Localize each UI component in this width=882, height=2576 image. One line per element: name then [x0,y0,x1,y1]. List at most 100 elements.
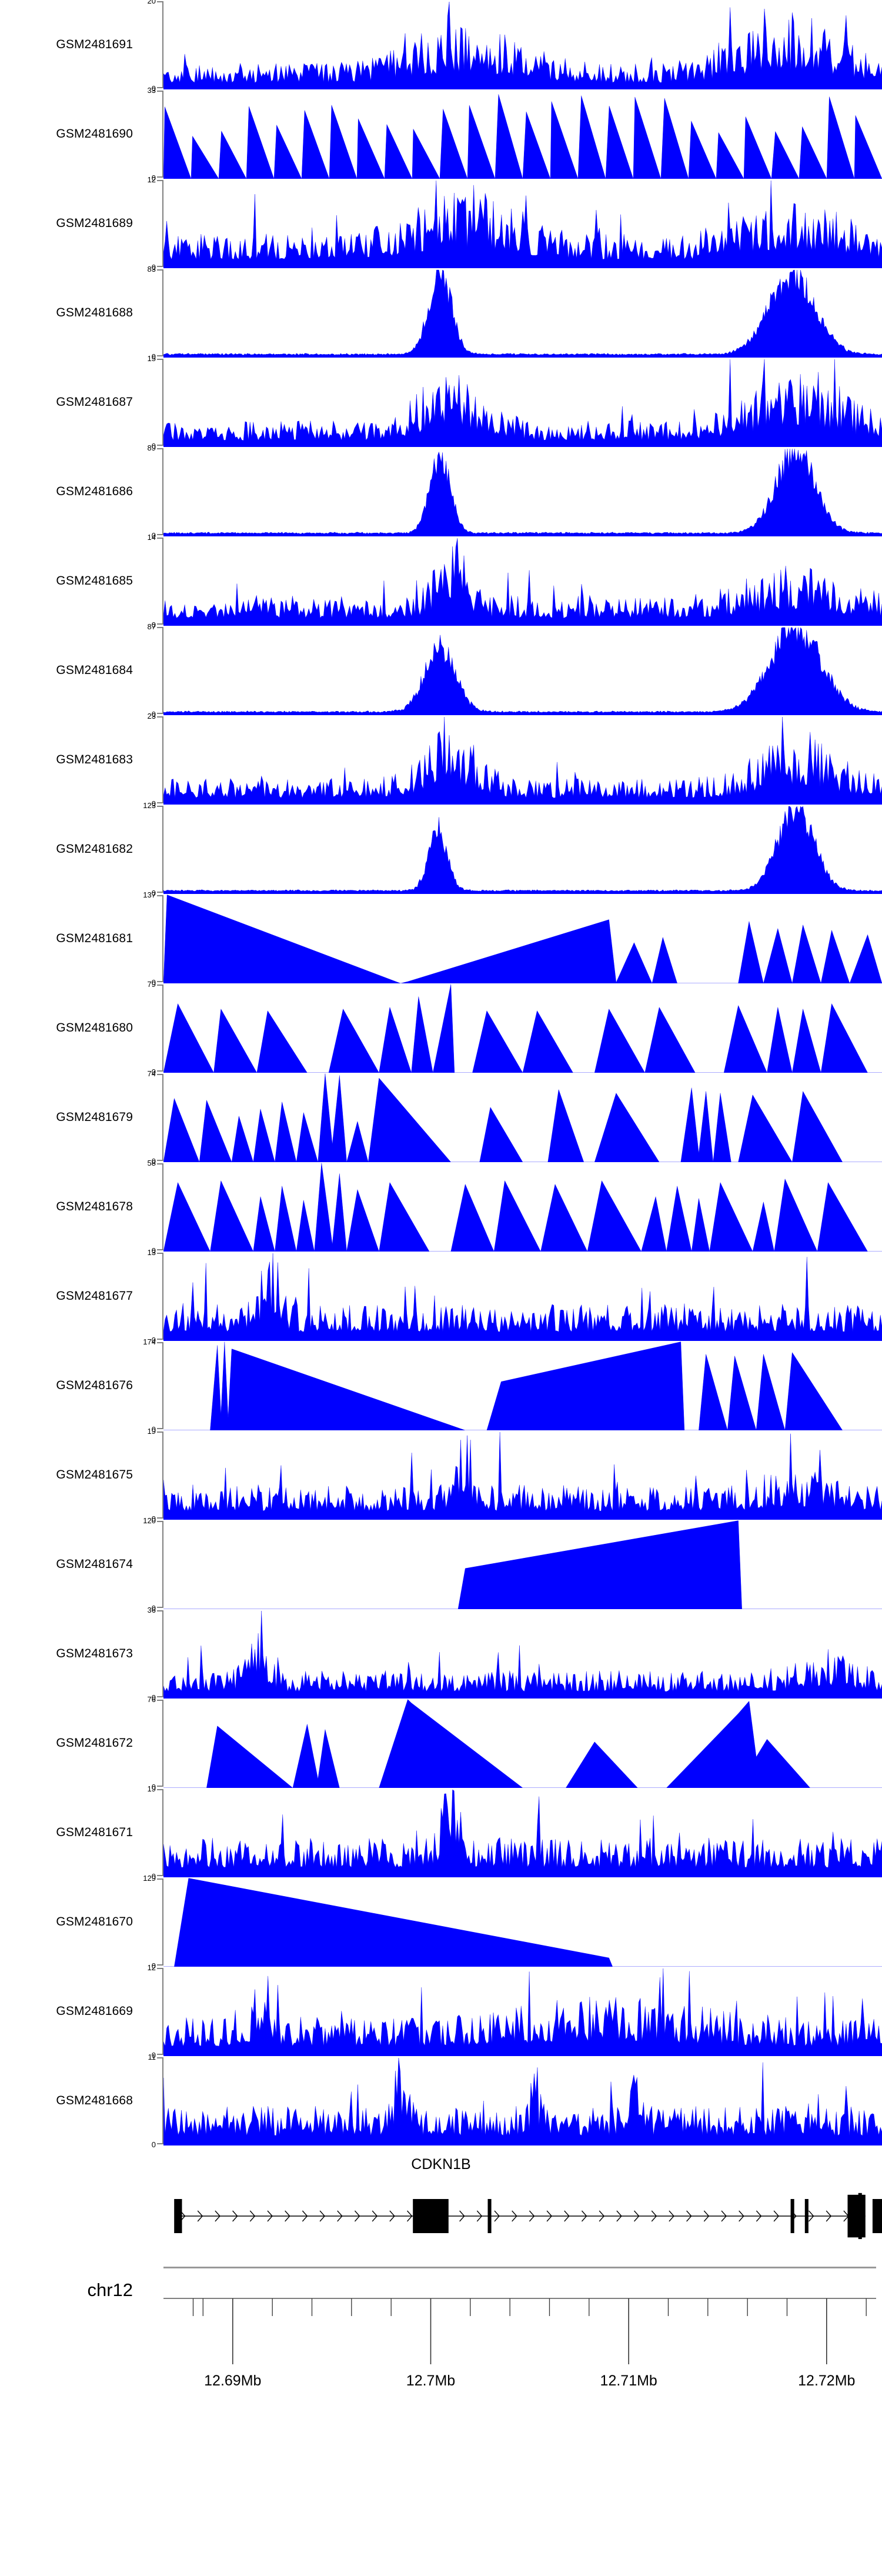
y-axis-tick-max [157,627,163,628]
gene-exon [872,2199,882,2233]
track-y-axis: 76 0 [139,1695,163,1791]
track-y-axis: 129 0 [139,1874,163,1970]
track-label-gsm2481681: GSM2481681 [56,932,133,945]
chromosome-label: chr12 [87,2280,133,2300]
y-axis-tick-zero [157,2054,163,2055]
y-axis-min-label: 0 [151,173,156,182]
strand-arrow [808,2210,814,2222]
strand-arrow [686,2210,692,2222]
track-label-gsm2481688: GSM2481688 [56,306,133,319]
coverage-area [163,181,882,268]
track-label-gsm2481680: GSM2481680 [56,1021,133,1035]
coverage-profile-svg [163,269,882,358]
coverage-track: GSM2481673 36 0 [0,1606,882,1701]
y-axis-tick-max [157,180,163,181]
y-axis-tick-max [157,1521,163,1522]
y-axis-spine [162,448,163,535]
axis-tick-label: 12.7Mb [406,2373,455,2389]
y-axis-max-label: 83 [147,265,156,273]
y-axis-spine [162,627,163,714]
strand-arrow [302,2210,308,2222]
track-y-axis: 23 0 [139,712,163,807]
y-axis-tick-max [157,1163,163,1164]
y-axis-tick-zero [157,802,163,803]
strand-arrow [285,2210,290,2222]
y-axis-min-label: 0 [151,2051,156,2060]
y-axis-tick-max [157,269,163,271]
strand-arrow [319,2210,326,2222]
track-plot-area [163,894,882,983]
strand-arrow [546,2210,553,2222]
y-axis-spine [162,1074,163,1161]
strand-arrow [739,2210,744,2222]
y-axis-spine [162,2057,163,2144]
y-axis-max-label: 120 [143,1516,156,1525]
track-label-gsm2481673: GSM2481673 [56,1647,133,1660]
strand-arrow [581,2210,587,2222]
coverage-track: GSM2481677 13 0 [0,1249,882,1344]
track-label-gsm2481685: GSM2481685 [56,574,133,588]
coverage-track: GSM2481688 83 0 [0,265,882,361]
axis-tick-label: 12.71Mb [600,2373,657,2389]
coverage-track: GSM2481682 123 0 [0,802,882,897]
gene-exon [804,2199,808,2233]
y-axis-max-label: 129 [143,1874,156,1883]
track-plot-area [163,1877,882,1967]
y-axis-tick-zero [157,1696,163,1697]
coverage-track: GSM2481687 15 0 [0,355,882,450]
y-axis-tick-max [157,1878,163,1880]
coverage-track: GSM2481686 89 0 [0,444,882,539]
coverage-track: GSM2481671 19 0 [0,1784,882,1881]
track-y-axis: 83 0 [139,265,163,361]
y-axis-min-label: 0 [151,1961,156,1970]
track-plot-area [163,1520,882,1609]
strand-arrow [756,2210,762,2222]
y-axis-tick-max [157,359,163,360]
coverage-area [163,1253,882,1341]
track-plot-area [163,1699,882,1788]
track-label-gsm2481691: GSM2481691 [56,38,133,51]
coverage-track: GSM2481672 76 0 [0,1695,882,1791]
y-axis-tick-zero [157,1160,163,1161]
track-plot-area [163,1341,882,1430]
y-axis-tick-max [157,806,163,807]
coverage-track: GSM2481689 12 0 [0,176,882,271]
strand-arrow [669,2210,674,2222]
track-label-gsm2481682: GSM2481682 [56,842,133,856]
y-axis-max-label: 19 [147,1427,156,1436]
coverage-area [163,1878,882,1967]
coverage-area [163,449,882,536]
coverage-track: GSM2481691 20 0 [0,0,882,92]
y-axis-max-label: 76 [147,1695,156,1704]
y-axis-min-label: 0 [151,1872,156,1881]
track-y-axis: 19 0 [139,1784,163,1881]
y-axis-tick-max [157,538,163,539]
strand-arrow [459,2210,465,2222]
coverage-tracks-container: GSM2481691 20 0 GSM2481690 33 0 GSM2481689 12 0 G… [0,0,882,2148]
track-y-axis: 36 0 [139,1606,163,1701]
y-axis-tick-zero [157,87,163,88]
coverage-track: GSM2481678 58 0 [0,1159,882,1254]
track-label-gsm2481686: GSM2481686 [56,485,133,498]
coverage-profile-svg [163,359,882,447]
track-plot-area [163,268,882,358]
strand-arrow [721,2210,727,2222]
strand-arrow [512,2210,517,2222]
y-axis-max-label: 19 [147,1784,156,1793]
y-axis-min-label: 0 [151,1604,156,1613]
strand-arrow [215,2210,220,2222]
coverage-profile-svg [163,449,882,536]
track-label-gsm2481683: GSM2481683 [56,753,133,766]
coverage-profile-svg [163,1342,882,1430]
coverage-track: GSM2481681 137 0 [0,891,882,986]
y-axis-tick-max [157,1,163,2]
gene-exon [858,2193,862,2240]
strand-arrow [232,2210,238,2222]
coverage-area [163,895,882,983]
y-axis-tick-zero [157,1875,163,1876]
y-axis-min-label: 0 [151,620,156,629]
track-plot-area [163,536,882,626]
strand-arrow [407,2210,413,2222]
y-axis-spine [162,1700,163,1787]
track-plot-area [163,1252,882,1341]
